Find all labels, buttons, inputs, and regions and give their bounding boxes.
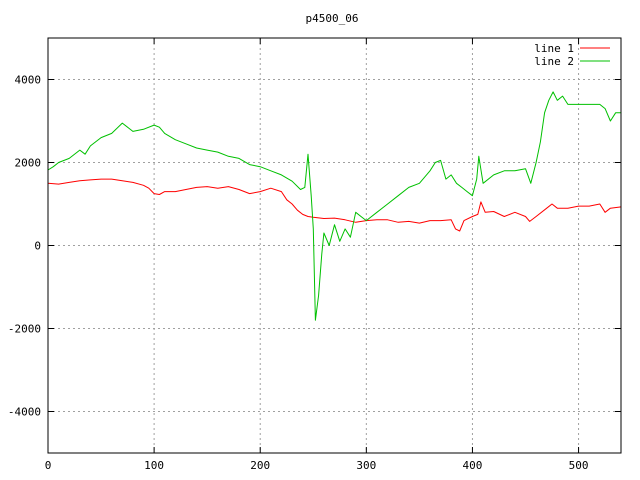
x-tick-label: 500	[569, 459, 589, 472]
x-tick-label: 300	[356, 459, 376, 472]
x-tick-label: 200	[250, 459, 270, 472]
y-tick-label: 4000	[15, 74, 42, 87]
series-lines	[47, 91, 622, 321]
y-tick-label: -4000	[8, 406, 41, 419]
legend-label-line-2: line 2	[534, 55, 574, 68]
legend-label-line-1: line 1	[534, 42, 574, 55]
legend: line 1 line 2	[534, 42, 610, 68]
y-tick-label: -2000	[8, 323, 41, 336]
y-axis-tick-labels: -4000 -2000 0 2000 4000	[8, 74, 41, 419]
plot-frame	[47, 37, 622, 454]
x-tick-label: 400	[463, 459, 483, 472]
x-tick-label: 100	[144, 459, 164, 472]
y-tick-label: 2000	[15, 157, 42, 170]
series-line-1	[47, 178, 622, 232]
chart-title: p4500_06	[306, 12, 359, 25]
x-axis-tick-labels: 0 100 200 300 400 500	[45, 459, 589, 472]
series-line-2	[47, 91, 621, 321]
x-tick-label: 0	[45, 459, 52, 472]
y-tick-label: 0	[34, 240, 41, 253]
grid-lines	[48, 38, 621, 453]
